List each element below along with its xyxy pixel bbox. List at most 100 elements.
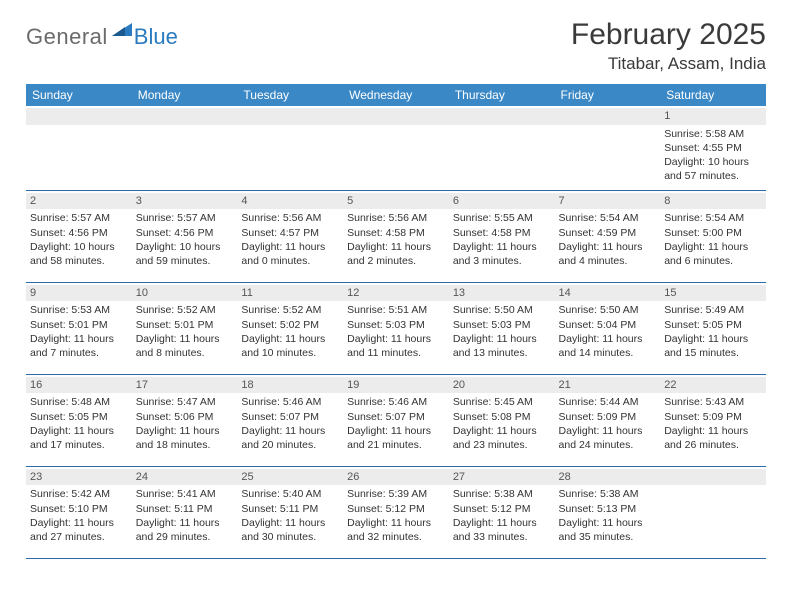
sunset-line: Sunset: 5:01 PM <box>136 318 234 332</box>
day-number: 7 <box>555 193 661 210</box>
sunset-line: Sunset: 5:11 PM <box>136 502 234 516</box>
sunset-line: Sunset: 4:55 PM <box>664 141 762 155</box>
calendar-table: SundayMondayTuesdayWednesdayThursdayFrid… <box>26 84 766 559</box>
weekday-header: Monday <box>132 84 238 106</box>
day-number: 12 <box>343 285 449 302</box>
logo-text-blue: Blue <box>134 24 178 50</box>
sunset-line: Sunset: 5:09 PM <box>559 410 657 424</box>
daylight-line: Daylight: 11 hours and 10 minutes. <box>241 332 339 360</box>
day-number: 9 <box>26 285 132 302</box>
calendar-cell: 13Sunrise: 5:50 AMSunset: 5:03 PMDayligh… <box>449 282 555 374</box>
calendar-cell: 8Sunrise: 5:54 AMSunset: 5:00 PMDaylight… <box>660 190 766 282</box>
sunrise-line: Sunrise: 5:42 AM <box>30 487 128 501</box>
sunset-line: Sunset: 5:03 PM <box>453 318 551 332</box>
day-number: . <box>132 108 238 125</box>
day-number: 6 <box>449 193 555 210</box>
calendar-cell-empty: . <box>555 106 661 190</box>
sunset-line: Sunset: 4:59 PM <box>559 226 657 240</box>
sunrise-line: Sunrise: 5:43 AM <box>664 395 762 409</box>
daylight-line: Daylight: 11 hours and 24 minutes. <box>559 424 657 452</box>
sunset-line: Sunset: 5:11 PM <box>241 502 339 516</box>
sunrise-line: Sunrise: 5:52 AM <box>241 303 339 317</box>
sunset-line: Sunset: 5:09 PM <box>664 410 762 424</box>
weekday-header: Friday <box>555 84 661 106</box>
calendar-cell: 9Sunrise: 5:53 AMSunset: 5:01 PMDaylight… <box>26 282 132 374</box>
sunrise-line: Sunrise: 5:48 AM <box>30 395 128 409</box>
calendar-cell-empty: . <box>132 106 238 190</box>
sunrise-line: Sunrise: 5:54 AM <box>559 211 657 225</box>
sunset-line: Sunset: 4:56 PM <box>136 226 234 240</box>
sunrise-line: Sunrise: 5:44 AM <box>559 395 657 409</box>
sunset-line: Sunset: 4:58 PM <box>453 226 551 240</box>
sunset-line: Sunset: 5:07 PM <box>241 410 339 424</box>
sunrise-line: Sunrise: 5:38 AM <box>559 487 657 501</box>
daylight-line: Daylight: 11 hours and 23 minutes. <box>453 424 551 452</box>
daylight-line: Daylight: 11 hours and 26 minutes. <box>664 424 762 452</box>
sunset-line: Sunset: 5:03 PM <box>347 318 445 332</box>
calendar-body: ......1Sunrise: 5:58 AMSunset: 4:55 PMDa… <box>26 106 766 558</box>
header: General Blue February 2025 Titabar, Assa… <box>26 18 766 74</box>
page-title: February 2025 <box>571 18 766 52</box>
calendar-cell: 23Sunrise: 5:42 AMSunset: 5:10 PMDayligh… <box>26 466 132 558</box>
day-number: . <box>660 469 766 486</box>
logo-text-gray: General <box>26 24 108 50</box>
sunset-line: Sunset: 5:13 PM <box>559 502 657 516</box>
logo: General Blue <box>26 24 178 50</box>
day-number: 21 <box>555 377 661 394</box>
calendar-cell: 15Sunrise: 5:49 AMSunset: 5:05 PMDayligh… <box>660 282 766 374</box>
day-number: 27 <box>449 469 555 486</box>
sunrise-line: Sunrise: 5:57 AM <box>30 211 128 225</box>
daylight-line: Daylight: 10 hours and 58 minutes. <box>30 240 128 268</box>
calendar-cell: 24Sunrise: 5:41 AMSunset: 5:11 PMDayligh… <box>132 466 238 558</box>
calendar-cell: 4Sunrise: 5:56 AMSunset: 4:57 PMDaylight… <box>237 190 343 282</box>
calendar-cell-empty: . <box>343 106 449 190</box>
calendar-cell: 6Sunrise: 5:55 AMSunset: 4:58 PMDaylight… <box>449 190 555 282</box>
calendar-cell: 11Sunrise: 5:52 AMSunset: 5:02 PMDayligh… <box>237 282 343 374</box>
calendar-cell-empty: . <box>237 106 343 190</box>
sunrise-line: Sunrise: 5:49 AM <box>664 303 762 317</box>
day-number: 16 <box>26 377 132 394</box>
sunrise-line: Sunrise: 5:50 AM <box>559 303 657 317</box>
day-number: 15 <box>660 285 766 302</box>
calendar-cell: 2Sunrise: 5:57 AMSunset: 4:56 PMDaylight… <box>26 190 132 282</box>
day-number: 11 <box>237 285 343 302</box>
daylight-line: Daylight: 10 hours and 57 minutes. <box>664 155 762 183</box>
calendar-cell: 27Sunrise: 5:38 AMSunset: 5:12 PMDayligh… <box>449 466 555 558</box>
calendar-cell: 10Sunrise: 5:52 AMSunset: 5:01 PMDayligh… <box>132 282 238 374</box>
daylight-line: Daylight: 11 hours and 11 minutes. <box>347 332 445 360</box>
calendar-cell: 17Sunrise: 5:47 AMSunset: 5:06 PMDayligh… <box>132 374 238 466</box>
day-number: 5 <box>343 193 449 210</box>
daylight-line: Daylight: 11 hours and 7 minutes. <box>30 332 128 360</box>
day-number: 19 <box>343 377 449 394</box>
weekday-header: Thursday <box>449 84 555 106</box>
calendar-cell: 21Sunrise: 5:44 AMSunset: 5:09 PMDayligh… <box>555 374 661 466</box>
calendar-cell: 3Sunrise: 5:57 AMSunset: 4:56 PMDaylight… <box>132 190 238 282</box>
daylight-line: Daylight: 11 hours and 2 minutes. <box>347 240 445 268</box>
day-number: 25 <box>237 469 343 486</box>
title-block: February 2025 Titabar, Assam, India <box>571 18 766 74</box>
weekday-header: Sunday <box>26 84 132 106</box>
daylight-line: Daylight: 11 hours and 20 minutes. <box>241 424 339 452</box>
daylight-line: Daylight: 11 hours and 27 minutes. <box>30 516 128 544</box>
sunrise-line: Sunrise: 5:55 AM <box>453 211 551 225</box>
sunrise-line: Sunrise: 5:54 AM <box>664 211 762 225</box>
sunrise-line: Sunrise: 5:53 AM <box>30 303 128 317</box>
sunset-line: Sunset: 5:04 PM <box>559 318 657 332</box>
sunset-line: Sunset: 5:05 PM <box>30 410 128 424</box>
calendar-page: General Blue February 2025 Titabar, Assa… <box>0 0 792 559</box>
sunrise-line: Sunrise: 5:41 AM <box>136 487 234 501</box>
daylight-line: Daylight: 11 hours and 32 minutes. <box>347 516 445 544</box>
calendar-cell: 25Sunrise: 5:40 AMSunset: 5:11 PMDayligh… <box>237 466 343 558</box>
calendar-row: 2Sunrise: 5:57 AMSunset: 4:56 PMDaylight… <box>26 190 766 282</box>
day-number: 3 <box>132 193 238 210</box>
day-number: 23 <box>26 469 132 486</box>
calendar-cell: 14Sunrise: 5:50 AMSunset: 5:04 PMDayligh… <box>555 282 661 374</box>
calendar-cell-empty: . <box>660 466 766 558</box>
sunset-line: Sunset: 4:58 PM <box>347 226 445 240</box>
sunset-line: Sunset: 5:01 PM <box>30 318 128 332</box>
daylight-line: Daylight: 11 hours and 0 minutes. <box>241 240 339 268</box>
sunset-line: Sunset: 4:56 PM <box>30 226 128 240</box>
day-number: 17 <box>132 377 238 394</box>
sunrise-line: Sunrise: 5:46 AM <box>347 395 445 409</box>
sunset-line: Sunset: 5:10 PM <box>30 502 128 516</box>
